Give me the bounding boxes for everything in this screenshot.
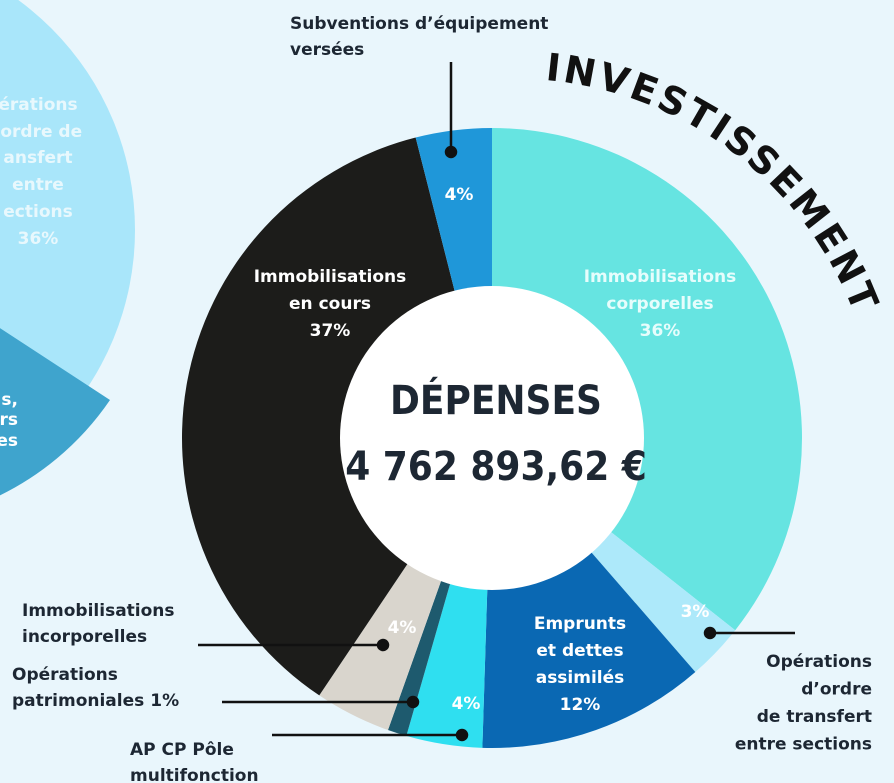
category-label: Immobilisations bbox=[584, 267, 737, 287]
category-label: corporelles bbox=[606, 294, 713, 314]
background-label: ’ordre de bbox=[0, 122, 82, 142]
outside-label: Subventions d’équipement versées bbox=[290, 14, 548, 60]
leader-dot bbox=[703, 626, 717, 640]
chart-subtitle: 4 762 893,62 € bbox=[345, 444, 647, 490]
slice-label: Emprunts et dettes assimilés 12% bbox=[534, 614, 626, 715]
chart-title: DÉPENSES bbox=[390, 376, 602, 424]
leaders bbox=[198, 62, 795, 742]
background-label: 36% bbox=[18, 229, 59, 249]
category-label: Immobilisations bbox=[254, 267, 407, 287]
category-label: entre sections bbox=[735, 735, 872, 755]
background-label: érations bbox=[0, 95, 78, 115]
donut-slice bbox=[406, 582, 488, 748]
category-label: versées bbox=[290, 40, 364, 60]
donut bbox=[182, 128, 802, 748]
category-label: incorporelles bbox=[22, 627, 147, 647]
value-label: 1% bbox=[150, 691, 179, 711]
category-label: Opérations bbox=[766, 652, 872, 672]
slice-label: Immobilisations en cours 37% bbox=[254, 267, 407, 341]
background-label: entre bbox=[12, 175, 64, 195]
donut-slice bbox=[387, 579, 451, 736]
donut-slice bbox=[415, 128, 492, 293]
value-label: 4% bbox=[445, 185, 474, 205]
value-label: 36% bbox=[640, 321, 681, 341]
background-label: ansfert bbox=[3, 148, 72, 168]
background-labels: érations ’ordre de ansfert entre ections 36% s… bbox=[0, 95, 82, 451]
background-label: ers bbox=[0, 410, 18, 430]
category-label: patrimoniales bbox=[12, 691, 144, 711]
category-label: Emprunts bbox=[534, 614, 626, 634]
background-chart bbox=[0, 0, 135, 496]
donut-slice bbox=[182, 137, 456, 696]
outside-label: Opérations d’ordre de transfert entre secti… bbox=[735, 652, 872, 755]
outside-label: Opérations patrimoniales 1% bbox=[12, 665, 179, 711]
donut-hole bbox=[340, 286, 644, 590]
value-label: 12% bbox=[560, 695, 601, 715]
leader-dot bbox=[376, 638, 390, 652]
category-label: de transfert bbox=[757, 707, 872, 727]
background-label: ections bbox=[3, 202, 72, 222]
slice-label: 4% bbox=[452, 694, 481, 714]
category-label: multifonction bbox=[130, 766, 259, 783]
category-label: Subventions d’équipement bbox=[290, 14, 548, 34]
category-label: et dettes bbox=[536, 641, 623, 661]
leader-dot bbox=[406, 695, 420, 709]
labels: Immobilisations corporelles 36% 3% Opération… bbox=[12, 14, 872, 783]
category-label: en cours bbox=[289, 294, 371, 314]
slice-label: 4% bbox=[445, 185, 474, 205]
value-label: 4% bbox=[388, 618, 417, 638]
outside-label: Immobilisations incorporelles bbox=[22, 601, 175, 647]
category-label: d’ordre bbox=[801, 680, 872, 700]
leader-dot bbox=[444, 145, 458, 159]
donut-slice bbox=[590, 531, 736, 672]
slice-label: 3% bbox=[681, 602, 710, 622]
leader-dot bbox=[455, 728, 469, 742]
background-label: es bbox=[0, 431, 18, 451]
slice-label: 4% bbox=[388, 618, 417, 638]
value-label: 4% bbox=[452, 694, 481, 714]
value-label: 37% bbox=[310, 321, 351, 341]
category-label: Immobilisations bbox=[22, 601, 175, 621]
background-label: s, bbox=[1, 390, 18, 410]
category-label: Opérations bbox=[12, 665, 118, 685]
category-label: AP CP Pôle bbox=[130, 740, 234, 760]
background-segment bbox=[0, 328, 110, 496]
outside-label: AP CP Pôle multifonction bbox=[130, 740, 259, 783]
donut-slice bbox=[492, 128, 802, 631]
value-label: 3% bbox=[681, 602, 710, 622]
donut-slice bbox=[482, 551, 696, 748]
slice-label: Immobilisations corporelles 36% bbox=[584, 267, 737, 341]
category-label: assimilés bbox=[536, 668, 625, 688]
